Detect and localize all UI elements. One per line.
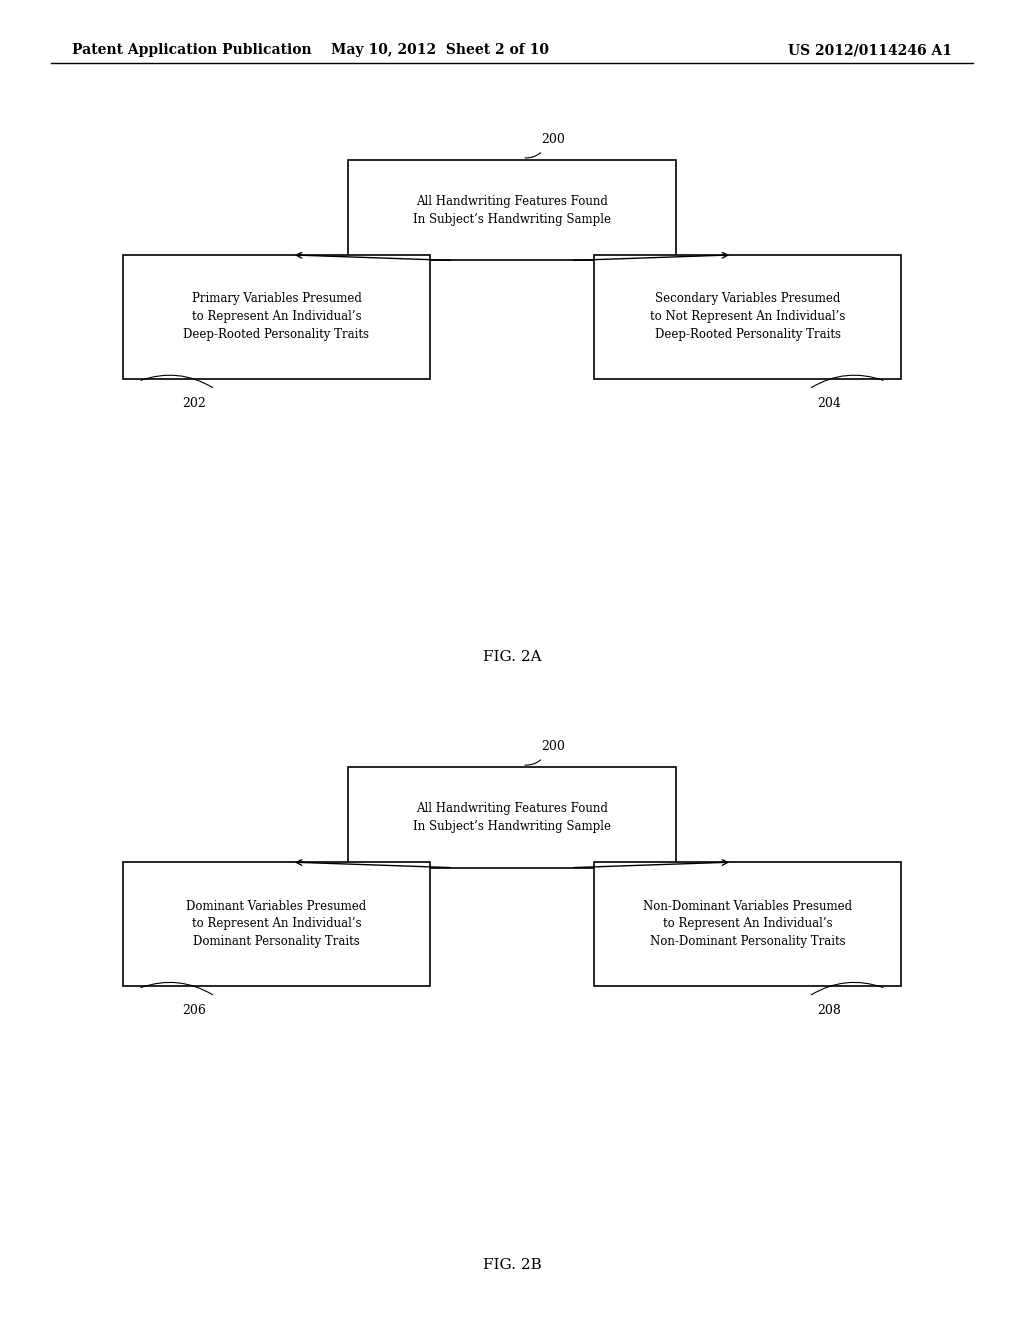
Text: 206: 206 xyxy=(182,1005,207,1018)
Text: Secondary Variables Presumed
to Not Represent An Individual’s
Deep-Rooted Person: Secondary Variables Presumed to Not Repr… xyxy=(650,292,845,342)
FancyBboxPatch shape xyxy=(348,767,676,867)
Text: Dominant Variables Presumed
to Represent An Individual’s
Dominant Personality Tr: Dominant Variables Presumed to Represent… xyxy=(186,899,367,949)
FancyBboxPatch shape xyxy=(123,862,430,986)
FancyBboxPatch shape xyxy=(594,862,901,986)
Text: US 2012/0114246 A1: US 2012/0114246 A1 xyxy=(788,44,952,57)
Text: All Handwriting Features Found
In Subject’s Handwriting Sample: All Handwriting Features Found In Subjec… xyxy=(413,195,611,226)
FancyBboxPatch shape xyxy=(594,255,901,379)
Text: Primary Variables Presumed
to Represent An Individual’s
Deep-Rooted Personality : Primary Variables Presumed to Represent … xyxy=(183,292,370,342)
Text: Patent Application Publication: Patent Application Publication xyxy=(72,44,311,57)
Text: FIG. 2B: FIG. 2B xyxy=(482,1258,542,1271)
FancyBboxPatch shape xyxy=(348,160,676,260)
Text: All Handwriting Features Found
In Subject’s Handwriting Sample: All Handwriting Features Found In Subjec… xyxy=(413,803,611,833)
Text: Non-Dominant Variables Presumed
to Represent An Individual’s
Non-Dominant Person: Non-Dominant Variables Presumed to Repre… xyxy=(643,899,852,949)
Text: 208: 208 xyxy=(817,1005,842,1018)
Text: May 10, 2012  Sheet 2 of 10: May 10, 2012 Sheet 2 of 10 xyxy=(332,44,549,57)
FancyBboxPatch shape xyxy=(123,255,430,379)
Text: FIG. 2A: FIG. 2A xyxy=(482,651,542,664)
Text: 202: 202 xyxy=(182,397,207,411)
Text: 200: 200 xyxy=(541,132,565,145)
Text: 204: 204 xyxy=(817,397,842,411)
Text: 200: 200 xyxy=(541,739,565,752)
